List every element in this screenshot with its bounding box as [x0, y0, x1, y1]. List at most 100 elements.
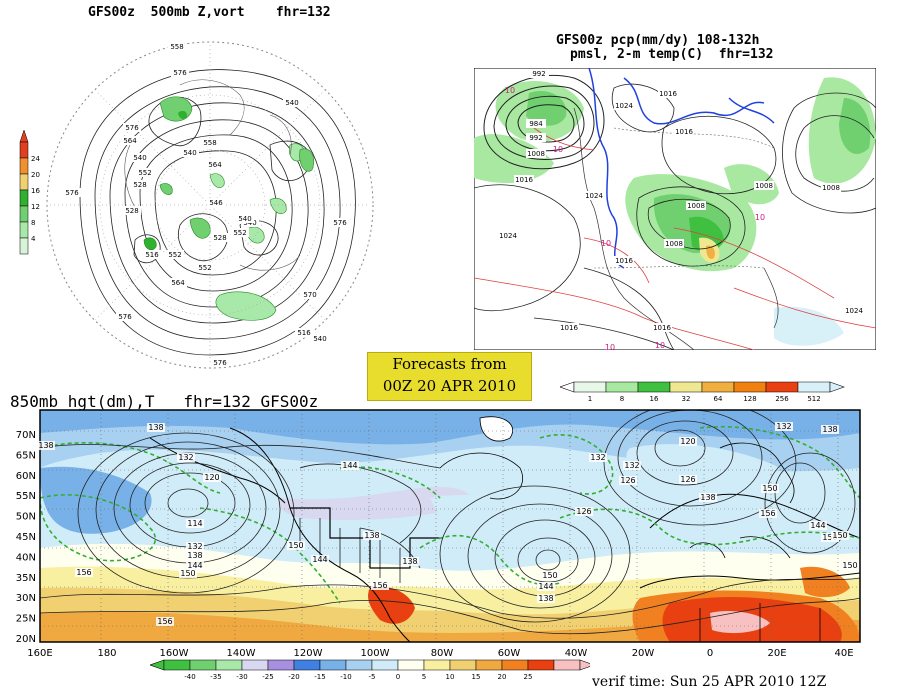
lon-label: 160W	[160, 648, 189, 659]
height-label: 138	[402, 557, 417, 566]
contour-label: 540	[313, 335, 326, 343]
height-label-bg	[371, 581, 389, 590]
height-label: 150	[832, 531, 847, 540]
panel-pmsl-title-line1: GFS00z pcp(mm/dy) 108-132h	[556, 33, 760, 48]
height-label: 150	[842, 561, 857, 570]
colorbar-swatch	[449, 659, 477, 671]
contour-label: 564	[171, 279, 185, 287]
contour-label: 552	[198, 264, 211, 272]
height-label: 156	[157, 617, 172, 626]
contour-label-bg	[169, 278, 187, 287]
height-label-bg	[37, 441, 55, 450]
colorbar-tick: -15	[314, 673, 325, 681]
isobar-label-bg	[674, 127, 694, 136]
height-label: 138	[148, 423, 163, 432]
colorbar-swatch	[19, 141, 29, 159]
lat-label: 50N	[16, 512, 36, 523]
height-label: 144	[187, 561, 202, 570]
contour-label-bg	[171, 68, 189, 77]
height-label-bg	[179, 569, 197, 578]
isobar-label-bg	[529, 69, 549, 78]
colorbar-swatch	[189, 659, 217, 671]
contour-label-bg	[63, 188, 81, 197]
colorbar-tick: 512	[807, 395, 820, 403]
colorbar-tick: 24	[31, 155, 40, 163]
isobar-label-bg	[526, 119, 546, 128]
isobar-label-bg	[844, 306, 864, 315]
height-label-bg	[537, 582, 555, 591]
colorbar-swatch	[527, 659, 555, 671]
contour-label: 570	[303, 291, 316, 299]
height-label-bg	[541, 571, 559, 580]
pmsl-map: 992 984 992 1008 1016 1024 1024 1016 1016 1024 100…	[474, 68, 876, 350]
colorbar-arrow-right	[829, 381, 845, 393]
temp-label: 10	[755, 213, 765, 222]
colorbar-swatch	[733, 381, 767, 393]
isobar-label: 1008	[665, 240, 683, 248]
height-label-bg	[203, 473, 221, 482]
isobar-label: 1016	[675, 128, 693, 136]
contour-label-bg	[206, 160, 224, 169]
colorbar-tick: 25	[524, 673, 533, 681]
height-label: 138	[822, 425, 837, 434]
colorbar-swatch	[765, 381, 799, 393]
forecast-line2: 00Z 20 APR 2010	[382, 377, 517, 395]
contour-label: 528	[125, 207, 138, 215]
height-label: 132	[624, 461, 639, 470]
contour-label-bg	[231, 228, 249, 237]
contour-label: 546	[209, 199, 223, 207]
colorbar-swatch	[475, 659, 503, 671]
contour-label-bg	[168, 42, 186, 51]
height-label-bg	[775, 422, 793, 431]
colorbar-tick: 16	[31, 187, 40, 195]
contour-label-bg	[211, 233, 229, 242]
contour-label: 576	[173, 69, 187, 77]
colorbar-swatch	[19, 173, 29, 191]
colorbar-arrow-left	[150, 659, 165, 671]
height-label-bg	[623, 461, 641, 470]
colorbar-swatch	[553, 659, 581, 671]
isobar-label: 992	[529, 134, 542, 142]
isobar-label-bg	[614, 256, 634, 265]
contour-label: 516	[297, 329, 311, 337]
height-label: 156	[372, 581, 387, 590]
contour-label: 576	[125, 124, 139, 132]
lon-label: 20E	[767, 648, 786, 659]
colorbar-tick: 16	[650, 395, 659, 403]
height-label: 138	[364, 531, 379, 540]
contour-label-bg	[131, 180, 149, 189]
colorbar-swatch	[371, 659, 399, 671]
colorbar-tick: 8	[620, 395, 624, 403]
colorbar-tick: -35	[210, 673, 221, 681]
contour-label: 564	[123, 137, 137, 145]
contour-label: 558	[203, 139, 216, 147]
colorbar-arrow	[19, 130, 29, 143]
colorbar-tick: -30	[236, 673, 247, 681]
temp-label: 10	[505, 86, 515, 95]
height-label: 156	[76, 568, 91, 577]
lon-label: 40E	[834, 648, 853, 659]
colorbar-swatch	[637, 381, 671, 393]
contour-label: 552	[233, 229, 246, 237]
height-label: 120	[204, 473, 219, 482]
isobar-label-bg	[514, 175, 534, 184]
colorbar-swatch	[19, 189, 29, 207]
lat-label: 35N	[16, 573, 36, 584]
height-label: 132	[590, 453, 605, 462]
height-label-bg	[341, 461, 359, 470]
height-label-bg	[619, 476, 637, 485]
panel-850mb-title: 850mb hgt(dm),T fhr=132 GFS00z	[10, 392, 319, 411]
isobar-label-bg	[754, 181, 774, 190]
height-label-bg	[177, 453, 195, 462]
colorbar-swatch	[319, 659, 347, 671]
colorbar-pmsl: 1 8 16 32 64 128 256 512	[560, 381, 845, 403]
colorbar-tick: 4	[31, 235, 36, 243]
colorbar-swatch	[669, 381, 703, 393]
height-label-bg	[287, 541, 305, 550]
height-label: 150	[822, 533, 837, 542]
contour-label-bg	[181, 148, 199, 157]
isobar-label: 1024	[499, 232, 517, 240]
height-label-bg	[363, 531, 381, 540]
contour-label-bg	[143, 250, 161, 259]
isobar-label-bg	[658, 89, 678, 98]
